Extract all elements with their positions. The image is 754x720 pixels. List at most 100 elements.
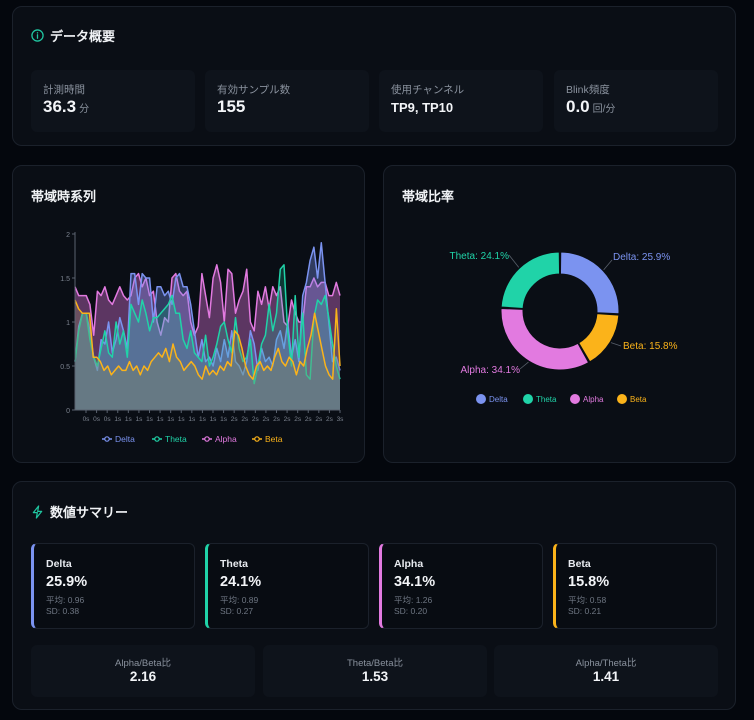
lightning-bolt-icon: [31, 504, 44, 519]
band-card-delta: Delta 25.9% 平均: 0.96 SD: 0.38: [31, 543, 195, 629]
band-mean: 平均: 0.58: [568, 595, 607, 605]
donut-label-theta: Theta: 24.1%: [450, 251, 510, 262]
band-card-alpha: Alpha 34.1% 平均: 1.26 SD: 0.20: [379, 543, 543, 629]
stat-label: Blink頻度: [566, 84, 610, 96]
legend-marker-icon: [154, 436, 160, 442]
legend-item-theta[interactable]: Theta: [152, 434, 187, 444]
svg-text:Theta: Theta: [536, 395, 557, 404]
ratio-value: 2.16: [129, 669, 157, 684]
legend-item-beta[interactable]: Beta: [252, 434, 283, 444]
legend-item-alpha[interactable]: Alpha: [570, 394, 604, 404]
x-tick-label: 3s: [337, 416, 345, 423]
legend-item-theta[interactable]: Theta: [523, 394, 557, 404]
band-sd: SD: 0.21: [568, 606, 602, 616]
overview-panel: データ概要 計測時間 36.3 分 有効サンプル数 155 使用チャンネル TP9…: [12, 6, 736, 146]
x-tick-label: 1s: [146, 416, 154, 423]
band-name: Theta: [220, 558, 249, 570]
donut-label-delta: Delta: 25.9%: [613, 252, 670, 263]
x-tick-label: 1s: [210, 416, 218, 423]
stat-value: TP9, TP10: [391, 100, 454, 115]
legend-dot-icon: [476, 394, 486, 404]
legend-dot-icon: [617, 394, 627, 404]
ratio-theta-beta: Theta/Beta比 1.53: [263, 645, 487, 697]
band-name: Beta: [568, 558, 591, 570]
band-percentage: 24.1%: [220, 574, 262, 590]
donut-slice-theta[interactable]: [500, 251, 561, 310]
x-tick-label: 2s: [273, 416, 281, 423]
band-mean: 平均: 0.96: [46, 595, 85, 605]
svg-text:Beta: Beta: [265, 434, 283, 444]
donut-slice-alpha[interactable]: [500, 307, 590, 371]
y-tick-label: 0.5: [60, 364, 70, 371]
x-tick-label: 1s: [188, 416, 196, 423]
ratio-panel: 帯域比率 Delta: 25.9% Beta: 15.8% Alpha: 34.1%…: [383, 165, 736, 463]
timeseries-legend[interactable]: Delta Theta Alpha Beta: [102, 434, 283, 444]
ratio-alpha-beta: Alpha/Beta比 2.16: [31, 645, 255, 697]
donut-legend[interactable]: Delta Theta Alpha Beta: [476, 394, 647, 404]
line-theta: [74, 264, 341, 385]
x-tick-label: 1s: [167, 416, 175, 423]
stat-duration: 計測時間 36.3 分: [31, 70, 195, 132]
legend-marker-icon: [254, 436, 260, 442]
band-mean: 平均: 1.26: [394, 595, 433, 605]
donut-slice-beta[interactable]: [578, 313, 620, 363]
x-tick-label: 1s: [135, 416, 143, 423]
stat-value: 155: [217, 97, 246, 116]
overview-title-text: データ概要: [50, 29, 116, 44]
ratio-value: 1.53: [361, 669, 389, 684]
y-tick-label: 1: [66, 320, 70, 327]
band-card-theta: Theta 24.1% 平均: 0.89 SD: 0.27: [205, 543, 369, 629]
donut-label-alpha: Alpha: 34.1%: [461, 365, 521, 376]
band-name: Alpha: [394, 558, 424, 570]
donut-slice-delta[interactable]: [559, 251, 620, 315]
x-tick-label: 1s: [220, 416, 228, 423]
x-tick-label: 0s: [93, 416, 101, 423]
x-tick-label: 2s: [252, 416, 260, 423]
summary-title-text: 数値サマリー: [50, 505, 129, 520]
x-tick-label: 2s: [305, 416, 313, 423]
stat-sample-count: 有効サンプル数 155: [205, 70, 369, 132]
stat-label: 使用チャンネル: [391, 84, 465, 96]
x-tick-label: 1s: [125, 416, 133, 423]
x-tick-label: 2s: [241, 416, 249, 423]
x-tick-label: 1s: [157, 416, 165, 423]
ratio-title: 帯域比率: [402, 189, 455, 204]
info-circle-icon: [31, 29, 44, 42]
legend-item-beta[interactable]: Beta: [617, 394, 647, 404]
ratio-donut-chart[interactable]: Delta: 25.9% Beta: 15.8% Alpha: 34.1% Theta…: [384, 166, 737, 464]
y-tick-label: 1.5: [60, 276, 70, 283]
x-tick-label: 1s: [114, 416, 122, 423]
stat-label: 有効サンプル数: [217, 84, 291, 96]
x-tick-label: 1s: [178, 416, 186, 423]
summary-title: 数値サマリー: [31, 502, 128, 521]
y-tick-label: 0: [66, 408, 70, 415]
timeseries-title: 帯域時系列: [31, 189, 97, 204]
legend-dot-icon: [523, 394, 533, 404]
x-tick-label: 0s: [104, 416, 112, 423]
x-tick-label: 2s: [326, 416, 334, 423]
legend-dot-icon: [570, 394, 580, 404]
donut-labels: Delta: 25.9% Beta: 15.8% Alpha: 34.1% Theta…: [450, 251, 678, 376]
svg-text:Theta: Theta: [165, 434, 187, 444]
line-delta: [74, 242, 341, 376]
x-tick-label: 2s: [262, 416, 270, 423]
overview-title: データ概要: [31, 26, 115, 45]
legend-item-delta[interactable]: Delta: [476, 394, 508, 404]
legend-item-delta[interactable]: Delta: [102, 434, 135, 444]
ratio-label: Alpha/Beta比: [115, 658, 171, 669]
band-name: Delta: [46, 558, 72, 570]
svg-text:Alpha: Alpha: [583, 395, 604, 404]
legend-marker-icon: [204, 436, 210, 442]
band-sd: SD: 0.38: [46, 606, 80, 616]
legend-item-alpha[interactable]: Alpha: [202, 434, 237, 444]
area-beta: [75, 300, 340, 410]
x-tick-label: 1s: [199, 416, 207, 423]
stat-value: 0.0 回/分: [566, 97, 616, 116]
legend-marker-icon: [104, 436, 110, 442]
stat-channels: 使用チャンネル TP9, TP10: [379, 70, 543, 132]
x-tick-label: 2s: [231, 416, 239, 423]
band-mean: 平均: 0.89: [220, 595, 259, 605]
band-sd: SD: 0.20: [394, 606, 428, 616]
donut-slices[interactable]: [500, 251, 620, 371]
